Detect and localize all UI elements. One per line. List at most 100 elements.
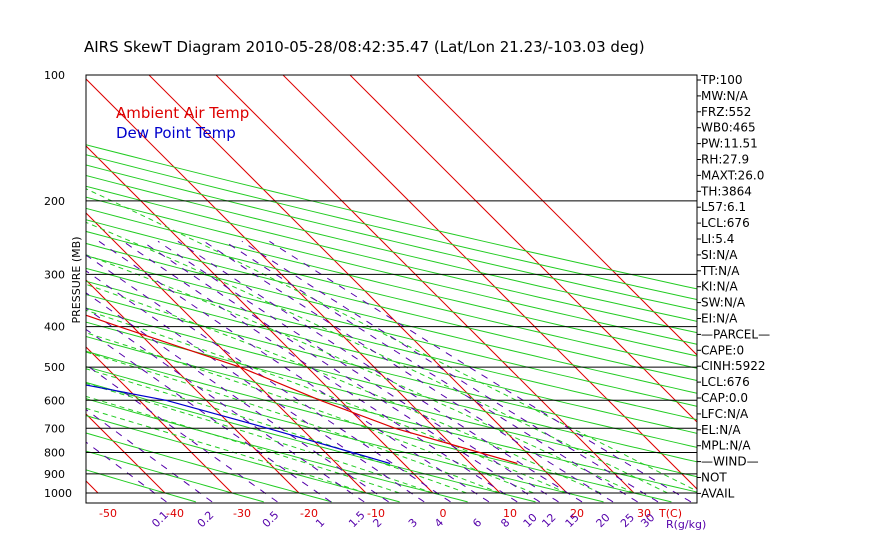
pressure-tick-label: 400 (44, 321, 65, 334)
mixing-ratio-line (224, 240, 638, 503)
dry-adiabat-line (86, 144, 697, 290)
dry-adiabat-line (86, 381, 536, 503)
grid-lines (86, 75, 697, 503)
dry-adiabat-line (86, 350, 672, 503)
side-panel-item: RH:27.9 (701, 153, 749, 167)
dry-adiabat-line (86, 207, 697, 357)
mixing-ratio-label: 10 (521, 511, 540, 530)
side-panel-item: MW:N/A (701, 89, 749, 103)
dry-adiabat-line (86, 398, 468, 503)
side-panel-item: SI:N/A (701, 248, 738, 262)
pressure-tick-label: 1000 (44, 487, 72, 500)
mixing-ratio-label: 12 (539, 511, 558, 530)
side-panel-item: CAP:0.0 (701, 391, 748, 405)
temp-tick-bottom: -30 (233, 507, 251, 520)
mixing-ratio-line (98, 240, 490, 503)
mixing-ratio-line (269, 240, 692, 503)
mixing-ratio-unit: R(g/kg) (666, 518, 706, 531)
isotherm-line (86, 145, 434, 494)
dry-adiabat-line (86, 242, 697, 394)
side-panel-item: TP:100 (700, 73, 743, 87)
mixing-ratio-line (86, 328, 332, 503)
dry-adiabat-line (86, 293, 697, 448)
pressure-tick-label: 600 (44, 394, 65, 407)
side-panel-item: CINH:5922 (701, 359, 766, 373)
temperature-profile (86, 314, 518, 465)
chart-title: AIRS SkewT Diagram 2010-05-28/08:42:35.4… (84, 38, 645, 56)
temp-tick-bottom: -20 (300, 507, 318, 520)
mixing-ratio-label: 20 (594, 511, 613, 530)
pressure-tick-label: 200 (44, 195, 65, 208)
isotherm-line (215, 75, 635, 494)
side-panel-item: L57:6.1 (701, 200, 746, 214)
dry-adiabat-line (86, 255, 697, 407)
legend: Ambient Air Temp Dew Point Temp (116, 104, 249, 142)
side-panel-item: WB0:465 (701, 121, 756, 135)
isotherm-line (282, 75, 697, 490)
dry-adiabat-line (86, 280, 697, 434)
moist-adiabat-line (86, 382, 434, 494)
side-panel-item: LI:5.4 (701, 232, 734, 246)
mixing-ratio-line (177, 240, 583, 503)
mixing-ratio-line (86, 254, 451, 503)
moist-adiabat-line (86, 254, 635, 494)
temp-tick-bottom: -40 (166, 507, 184, 520)
isotherm-line (86, 413, 166, 494)
legend-temperature: Ambient Air Temp (116, 104, 249, 122)
dry-adiabat-line (86, 174, 697, 322)
isotherm-line (86, 212, 367, 494)
mixing-ratio-label: 1.5 (346, 509, 368, 531)
pressure-tick-label: 100 (44, 69, 65, 82)
isotherm-line (416, 75, 697, 356)
side-panel-item: AVAIL (701, 486, 735, 500)
side-panel-item: FRZ:552 (701, 105, 751, 119)
dry-adiabat-line (86, 219, 697, 369)
mixing-ratio-label: 0.5 (260, 509, 282, 531)
dry-adiabat-line (86, 335, 697, 493)
side-panel-item: PW:11.51 (701, 137, 758, 151)
plot-frame (85, 74, 698, 504)
dry-adiabat-line (86, 432, 332, 503)
dry-adiabat-line (86, 196, 697, 345)
legend-dewpoint: Dew Point Temp (116, 124, 236, 142)
mixing-ratio-line (157, 240, 559, 503)
mixing-ratio-line (241, 240, 659, 503)
temp-tick-bottom: 20 (570, 507, 584, 520)
side-panel-item: MPL:N/A (701, 439, 751, 453)
side-panel-item: EL:N/A (701, 423, 741, 437)
temp-tick-bottom: 10 (503, 507, 517, 520)
dry-adiabat-line (86, 185, 697, 334)
side-panel-item: TH:3864 (700, 184, 752, 198)
side-panel-item: TT:N/A (700, 264, 740, 278)
side-panel: TP:100 MW:N/A FRZ:552 WB0:465 PW:11.51 RH:27.… (697, 73, 770, 500)
pressure-tick-label: 900 (44, 468, 65, 481)
side-panel-item: SW:N/A (701, 296, 746, 310)
isotherm-line (86, 346, 233, 494)
isotherm-line (148, 75, 568, 494)
side-panel-item: CAPE:0 (701, 343, 744, 357)
mixing-ratio-label: 1 (313, 516, 327, 530)
profiles (86, 314, 518, 465)
moist-adiabat-line (86, 221, 668, 494)
moist-adiabat-line (86, 332, 534, 494)
temp-tick-bottom: 30 (637, 507, 651, 520)
mixing-ratio-label: 0.2 (195, 509, 217, 531)
dry-adiabat-line (86, 307, 697, 463)
moist-adiabat-line (86, 368, 467, 494)
mixing-ratio-label: 6 (470, 516, 484, 530)
dry-adiabat-line (86, 164, 697, 311)
side-panel-item: EI:N/A (701, 312, 738, 326)
temp-tick-bottom: -50 (99, 507, 117, 520)
mixing-ratio-line (203, 240, 614, 503)
mixing-ratio-label: 25 (618, 511, 637, 530)
pressure-tick-label: 700 (44, 422, 65, 435)
dry-adiabat-line (86, 267, 697, 421)
temp-tick-bottom: 0 (440, 507, 447, 520)
mixing-ratio-line (86, 292, 389, 503)
dry-adiabat-line (86, 415, 400, 503)
mixing-ratio-line (86, 441, 167, 503)
mixing-ratio-line (86, 307, 365, 503)
y-axis-label: PRESSURE (MB) (70, 237, 83, 324)
dry-adiabat-line (86, 469, 196, 503)
